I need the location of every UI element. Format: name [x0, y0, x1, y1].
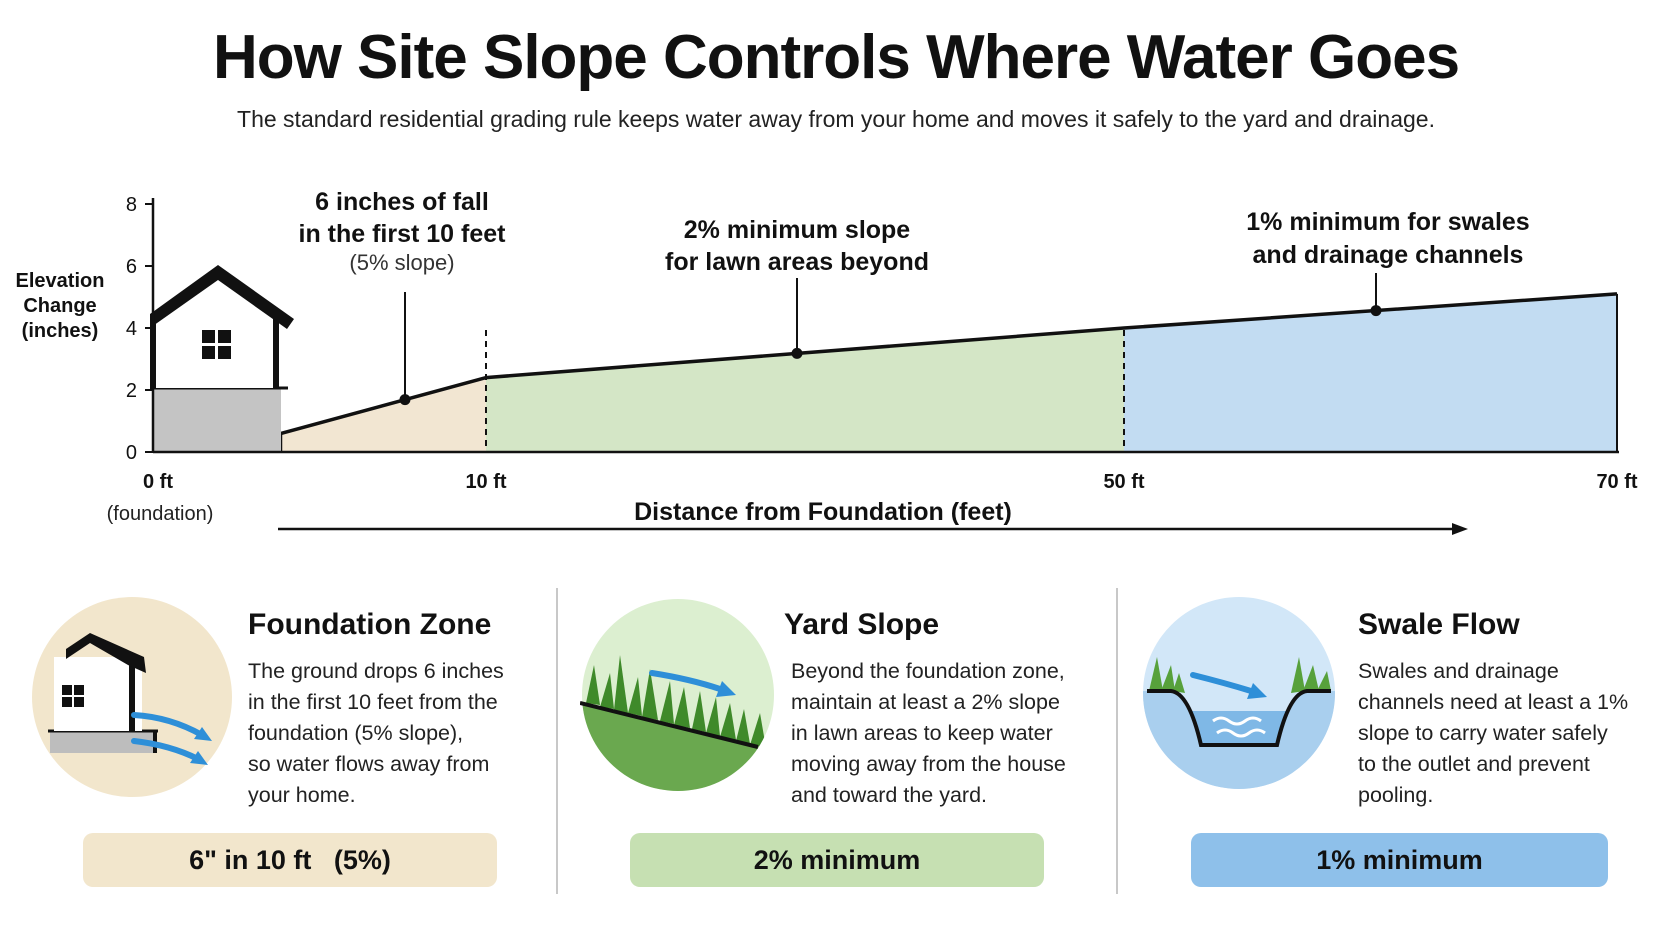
card-body-yard-slope: Beyond the foundation zone, maintain at … — [791, 659, 1066, 807]
badge-yard-slope: 2% minimum — [630, 833, 1044, 887]
distance-arrow-head — [1452, 523, 1468, 535]
y-tick-label: 0 — [126, 442, 137, 464]
x-tick-label: 0 ft — [143, 471, 173, 493]
house-runoff-icon — [32, 597, 232, 797]
card-body-foundation-zone: The ground drops 6 inches in the first 1… — [248, 659, 504, 807]
x-axis-label: Distance from Foundation (feet) — [634, 498, 1012, 526]
slope-zone — [281, 377, 486, 452]
y-axis-label: Elevation Change (inches) — [16, 270, 105, 342]
card-title-swale-flow: Swale Flow — [1358, 608, 1520, 641]
callout-dot — [791, 347, 803, 359]
slope-callout-text: 6 inches of fall in the first 10 feet (5% … — [299, 188, 507, 275]
page-title: How Site Slope Controls Where Water Goes — [212, 23, 1460, 92]
slope-zones — [281, 293, 1618, 452]
callout-dot — [399, 394, 411, 406]
slope-callouts: 6 inches of fall in the first 10 feet (5% … — [299, 188, 1530, 406]
card-title-foundation-zone: Foundation Zone — [248, 608, 492, 641]
badge-swale-flow: 1% minimum — [1191, 833, 1608, 887]
swale-channel-icon — [1143, 597, 1335, 789]
slope-callout-text: 2% minimum slope for lawn areas beyond — [665, 216, 929, 276]
y-tick-label: 6 — [126, 256, 137, 278]
x-tick-label: 50 ft — [1103, 471, 1144, 493]
callout-dot — [1370, 305, 1382, 317]
card-divider — [556, 588, 558, 894]
chart-axes — [151, 198, 1619, 454]
y-tick-label: 4 — [126, 318, 137, 340]
slope-callout-text: 1% minimum for swales and drainage channe… — [1246, 208, 1529, 269]
badge-foundation-zone: 6" in 10 ft (5%) — [83, 833, 497, 887]
y-axis-ticks: 0 2 4 6 8 — [126, 194, 153, 464]
card-title-yard-slope: Yard Slope — [784, 608, 940, 641]
x-tick-sublabel: (foundation) — [107, 503, 214, 525]
y-tick-label: 8 — [126, 194, 137, 216]
slope-zone — [1124, 293, 1617, 452]
card-divider — [1116, 588, 1118, 894]
y-tick-label: 2 — [126, 380, 137, 402]
card-body-swale-flow: Swales and drainage channels need at lea… — [1358, 659, 1629, 807]
x-axis-ticks: 0 ft (foundation) 10 ft 50 ft 70 ft — [107, 471, 1638, 525]
grading-diagram: 0 2 4 6 8 0 ft (foundation) 10 ft 50 ft 70 ft El… — [16, 188, 1638, 535]
x-tick-label: 10 ft — [465, 471, 506, 493]
page-subtitle: The standard residential grading rule ke… — [237, 106, 1435, 132]
lawn-slope-icon — [580, 599, 774, 791]
house-icon — [150, 265, 294, 452]
x-tick-label: 70 ft — [1596, 471, 1637, 493]
slope-zone — [486, 328, 1124, 452]
ground-profile-line — [280, 292, 1618, 436]
